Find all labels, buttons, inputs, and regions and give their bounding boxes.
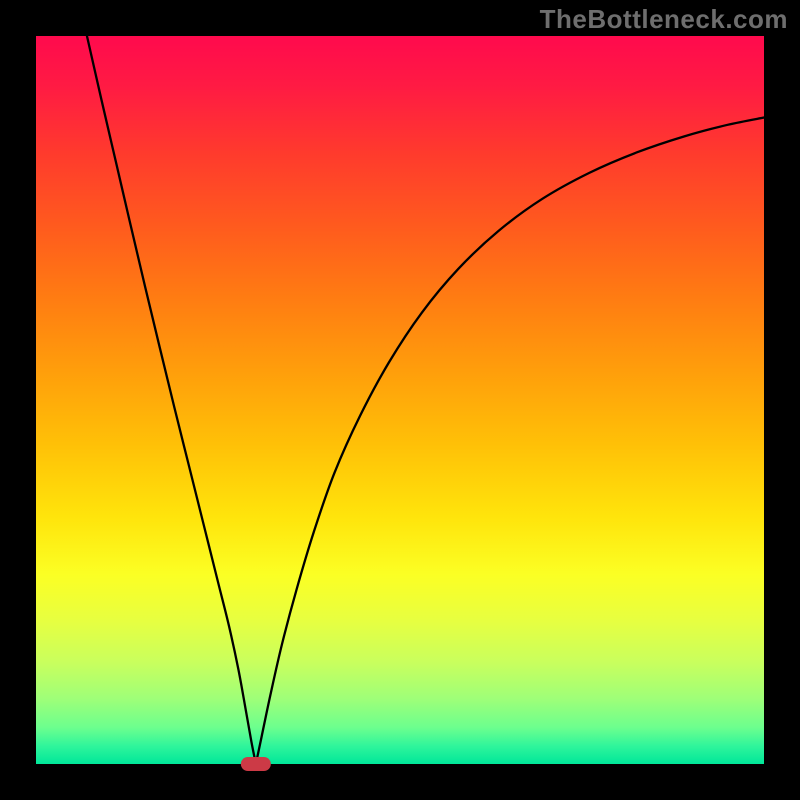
chart-container: TheBottleneck.com [0, 0, 800, 800]
watermark-text: TheBottleneck.com [540, 4, 788, 35]
optimal-point-marker [241, 757, 271, 771]
bottleneck-chart-svg [0, 0, 800, 800]
